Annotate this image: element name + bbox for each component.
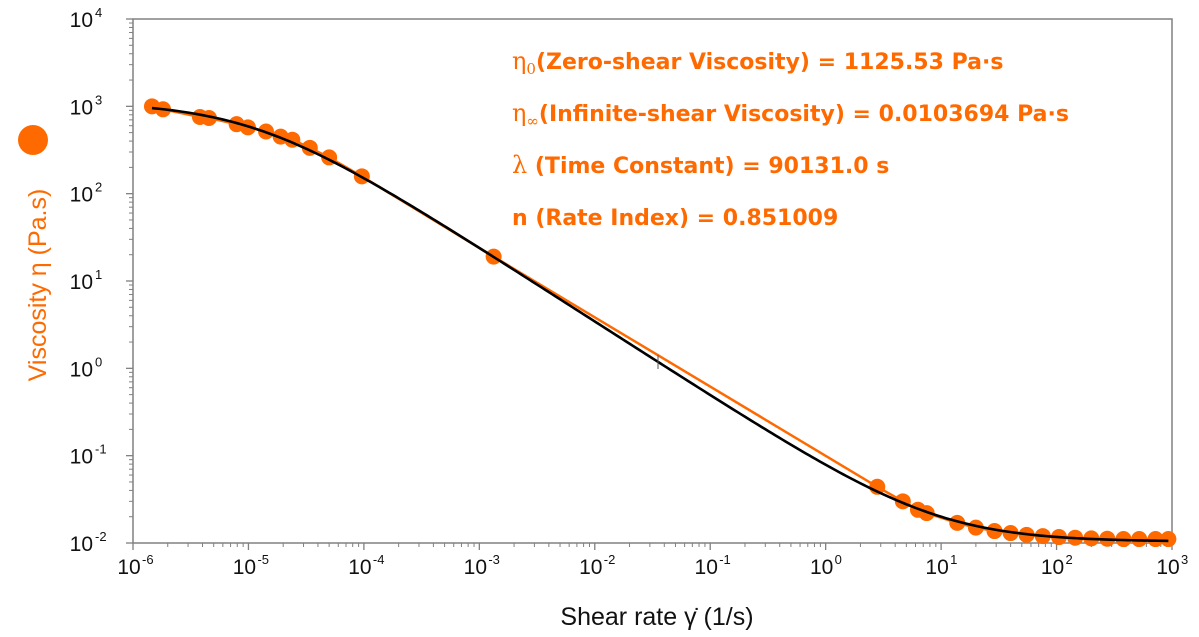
parameter-symbol: λ — [512, 151, 527, 179]
data-point — [949, 514, 966, 531]
x-tick-base: 10 — [1041, 556, 1064, 579]
y-tick-exponent: 4 — [95, 5, 102, 20]
x-tick-base: 10 — [348, 556, 371, 579]
x-tick-base: 10 — [925, 556, 948, 579]
x-tick-base: 10 — [695, 556, 718, 579]
y-tick-base: 10 — [70, 96, 93, 119]
y-tick-label: 10 2 — [70, 180, 103, 207]
x-tick-base: 10 — [464, 556, 487, 579]
plot-area — [143, 98, 1177, 548]
y-tick-label: 10 -1 — [70, 442, 107, 469]
y-tick-label: 10 4 — [70, 5, 103, 32]
x-tick-exponent: -5 — [257, 552, 269, 567]
x-tick-exponent: -2 — [604, 552, 616, 567]
x-tick-label: 10 -5 — [233, 552, 269, 579]
parameter-symbol: η — [512, 47, 526, 75]
fit-parameter-4: n (Rate Index) = 0.851009 — [512, 206, 838, 231]
x-tick-exponent: -6 — [142, 552, 154, 567]
y-tick-base: 10 — [70, 184, 93, 207]
y-tick-base: 10 — [70, 446, 93, 469]
cross-model-fit-line — [151, 106, 1169, 543]
data-point — [967, 519, 984, 536]
parameter-subscript: 0 — [526, 60, 536, 78]
parameter-text: n (Rate Index) = 0.851009 — [512, 206, 838, 231]
x-tick-base: 10 — [233, 556, 256, 579]
x-tick-base: 10 — [117, 556, 140, 579]
axes: 10 -6 10 -5 10 -4 10 -3 10 -2 10 -1 10 0 10 1 10 2 10 310 -2… — [70, 5, 1189, 579]
fit-parameters: η0(Zero-shear Viscosity) = 1125.53 Pa·sη… — [512, 47, 1069, 231]
data-point — [1131, 531, 1148, 548]
y-tick-exponent: 1 — [95, 267, 102, 282]
y-tick-exponent: -1 — [95, 442, 107, 457]
y-tick-exponent: 3 — [95, 92, 102, 107]
parameter-text: (Time Constant) = 90131.0 s — [527, 154, 889, 179]
x-tick-label: 10 3 — [1156, 552, 1188, 579]
y-tick-label: 10 -2 — [70, 529, 107, 556]
x-tick-label: 10 -1 — [695, 552, 731, 579]
fit-parameter-2: η∞(Infinite-shear Viscosity) = 0.0103694… — [512, 99, 1069, 130]
y-tick-label: 10 1 — [70, 267, 103, 294]
parameter-text: (Infinite-shear Viscosity) = 0.0103694 P… — [539, 102, 1069, 127]
parameter-symbol: η — [512, 99, 526, 127]
x-tick-base: 10 — [579, 556, 602, 579]
x-tick-exponent: 1 — [950, 552, 957, 567]
parameter-subscript: ∞ — [526, 112, 539, 130]
x-tick-exponent: 3 — [1181, 552, 1188, 567]
x-tick-label: 10 2 — [1041, 552, 1073, 579]
x-axis-title: Shear rate γ̇ (1/s) — [560, 603, 753, 631]
y-tick-label: 10 0 — [70, 354, 103, 381]
data-point — [1147, 531, 1164, 548]
y-tick-exponent: 2 — [95, 180, 102, 195]
labels: Shear rate γ̇ (1/s) Viscosity η (Pa.s) — [18, 125, 754, 631]
parameter-text: (Zero-shear Viscosity) = 1125.53 Pa·s — [536, 50, 1003, 75]
x-tick-label: 10 1 — [925, 552, 957, 579]
y-axis-title: Viscosity η (Pa.s) — [24, 189, 52, 382]
fit-parameter-3: λ (Time Constant) = 90131.0 s — [512, 151, 889, 179]
x-tick-exponent: -1 — [719, 552, 731, 567]
x-tick-label: 10 -3 — [464, 552, 500, 579]
y-tick-label: 10 3 — [70, 92, 103, 119]
x-tick-exponent: -4 — [373, 552, 385, 567]
data-point — [1160, 531, 1177, 548]
x-tick-label: 10 -4 — [348, 552, 384, 579]
y-tick-base: 10 — [70, 358, 93, 381]
y-tick-exponent: 0 — [95, 354, 102, 369]
y-tick-base: 10 — [70, 271, 93, 294]
fit-parameter-1: η0(Zero-shear Viscosity) = 1125.53 Pa·s — [512, 47, 1003, 78]
y-tick-exponent: -2 — [95, 529, 107, 544]
x-tick-base: 10 — [810, 556, 833, 579]
plot-frame — [132, 18, 1173, 544]
x-tick-label: 10 -2 — [579, 552, 615, 579]
data-point — [986, 523, 1003, 540]
data-point — [200, 110, 217, 127]
legend-marker — [18, 125, 48, 155]
x-tick-label: 10 -6 — [117, 552, 153, 579]
x-tick-exponent: 2 — [1066, 552, 1073, 567]
y-tick-base: 10 — [70, 9, 93, 32]
x-tick-exponent: 0 — [835, 552, 842, 567]
x-tick-exponent: -3 — [488, 552, 500, 567]
x-tick-base: 10 — [1156, 556, 1179, 579]
y-tick-base: 10 — [70, 533, 93, 556]
x-tick-label: 10 0 — [810, 552, 842, 579]
